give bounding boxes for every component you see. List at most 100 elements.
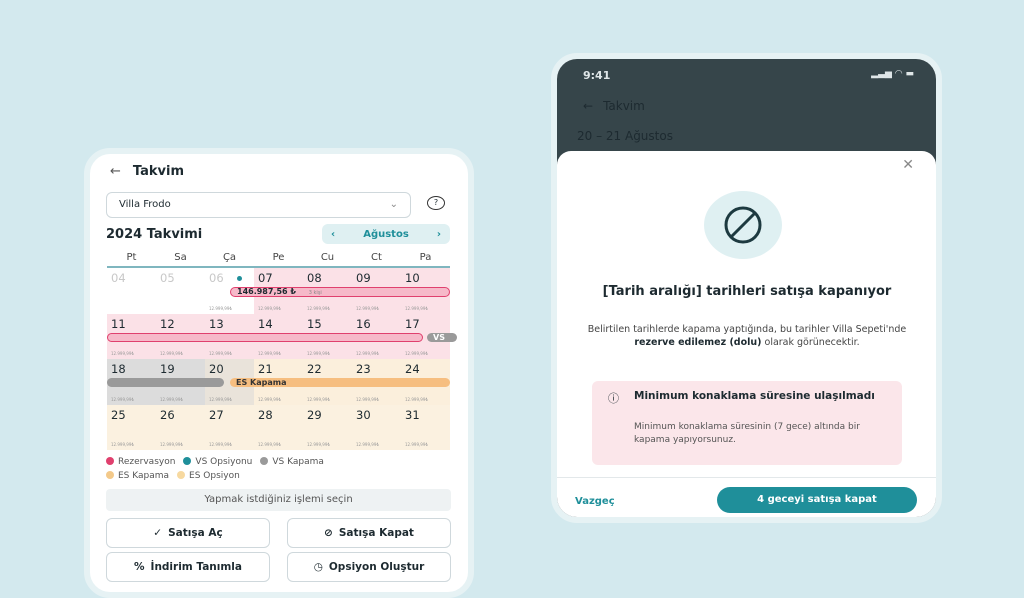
body-bold: rezerve edilemez (dolu) bbox=[634, 337, 762, 348]
page-title: Takvim bbox=[132, 164, 184, 179]
vs-kapama-bar[interactable] bbox=[107, 378, 224, 387]
day-price: 12.999,99₺ bbox=[258, 396, 281, 402]
weekday-label: Pt bbox=[126, 252, 137, 263]
calendar-day[interactable]: 31 12.999,99₺ bbox=[401, 404, 450, 450]
prev-month-icon[interactable]: ‹ bbox=[331, 228, 336, 240]
weekday-label: Pe bbox=[272, 252, 285, 263]
day-price: 12.999,99₺ bbox=[356, 305, 379, 311]
cancel-button[interactable]: Vazgeç bbox=[575, 496, 615, 507]
calendar-day[interactable]: 30 12.999,99₺ bbox=[352, 404, 401, 450]
action-label: Satışa Kapat bbox=[338, 527, 414, 539]
day-price: 12.999,99₺ bbox=[160, 396, 183, 402]
modal-body: Belirtilen tarihlerde kapama yaptığında,… bbox=[587, 323, 907, 349]
modal-phone: 9:41 ▂▃▅ ◠ ▬ ← Takvim 20 – 21 Ağustos ✕ [… bbox=[551, 53, 942, 523]
reservation-amount: 146.987,56 ₺ bbox=[237, 287, 296, 296]
es-kapama-bar[interactable]: ES Kapama bbox=[230, 378, 450, 387]
body-text: Belirtilen tarihlerde kapama yaptığında,… bbox=[587, 324, 907, 335]
day-price: 12.999,99₺ bbox=[356, 351, 379, 356]
day-number: 30 bbox=[356, 407, 371, 422]
day-number: 18 bbox=[111, 362, 126, 376]
day-price: 12.999,99₺ bbox=[209, 351, 232, 356]
warning-icon: ⓘ bbox=[608, 392, 619, 405]
day-number: 04 bbox=[111, 271, 126, 285]
day-number: 23 bbox=[356, 362, 371, 376]
day-number: 12 bbox=[160, 316, 175, 331]
day-price: 12.999,99₺ bbox=[209, 396, 232, 402]
action-prompt: Yapmak istdiğiniz işlemi seçin bbox=[106, 489, 451, 511]
calendar-day[interactable]: 26 12.999,99₺ bbox=[156, 404, 205, 450]
calendar-day[interactable]: 04 bbox=[107, 268, 156, 314]
action-button[interactable]: ⊘ Satışa Kapat bbox=[287, 518, 451, 548]
day-price: 12.999,99₺ bbox=[356, 442, 379, 447]
action-button[interactable]: ◷ Opsiyon Oluştur bbox=[287, 552, 451, 582]
reservation-bar[interactable] bbox=[107, 332, 423, 342]
legend-dot bbox=[177, 471, 186, 479]
legend-label: VS Kapama bbox=[272, 457, 324, 467]
action-button[interactable]: ✓ Satışa Aç bbox=[106, 518, 270, 548]
back-arrow-icon[interactable]: ← bbox=[110, 164, 121, 179]
weekday-label: Sa bbox=[174, 252, 187, 263]
day-number: 22 bbox=[307, 362, 322, 376]
day-price: 12.999,99₺ bbox=[209, 305, 232, 311]
page-title: Takvim bbox=[603, 99, 645, 113]
day-number: 17 bbox=[405, 316, 420, 331]
action-label: Satışa Aç bbox=[168, 527, 223, 539]
day-number: 05 bbox=[160, 271, 175, 285]
next-month-icon[interactable]: › bbox=[436, 228, 441, 240]
day-number: 31 bbox=[405, 407, 420, 422]
reservation-bar[interactable]: 146.987,56 ₺ 3 kişi bbox=[230, 287, 450, 297]
day-price: 12.999,99₺ bbox=[307, 351, 330, 356]
villa-select[interactable]: Villa Frodo ⌄ bbox=[106, 192, 411, 218]
day-number: 13 bbox=[209, 316, 224, 331]
day-number: 27 bbox=[209, 407, 224, 422]
calendar-day[interactable]: 05 bbox=[156, 268, 205, 314]
calendar-week: 18 12.999,99₺ 19 12.999,99₺ 20 12.999,99₺ 21 12… bbox=[107, 359, 450, 405]
timer-icon: ◷ bbox=[313, 561, 323, 573]
action-label: İndirim Tanımla bbox=[150, 561, 242, 573]
legend-dot bbox=[183, 457, 192, 465]
vs-kapama-bar[interactable]: VS bbox=[427, 332, 457, 342]
help-icon[interactable]: ? bbox=[427, 196, 445, 210]
legend-label: ES Opsiyon bbox=[189, 471, 240, 481]
day-number: 19 bbox=[160, 362, 175, 376]
back-arrow-icon[interactable]: ← bbox=[583, 99, 594, 113]
day-number: 26 bbox=[160, 407, 175, 422]
calendar-day[interactable]: 27 12.999,99₺ bbox=[205, 404, 254, 450]
legend-label: ES Kapama bbox=[118, 471, 170, 481]
weekday-label: Cu bbox=[320, 252, 335, 263]
weekday-label: Ct bbox=[371, 252, 382, 263]
day-number: 11 bbox=[111, 316, 126, 331]
day-price: 12.999,99₺ bbox=[307, 305, 330, 311]
year-title: 2024 Takvimi bbox=[106, 227, 203, 242]
close-icon[interactable]: ✕ bbox=[902, 157, 914, 173]
day-price: 12.999,99₺ bbox=[111, 351, 134, 356]
reservation-guests: 3 kişi bbox=[308, 290, 322, 296]
calendar-week: 04 05 06 12.999,99₺ 07 12.999,99₺ 08 12.999,99₺… bbox=[107, 268, 450, 314]
status-time: 9:41 bbox=[583, 69, 611, 82]
action-label: Opsiyon Oluştur bbox=[328, 561, 425, 573]
day-price: 12.999,99₺ bbox=[307, 396, 330, 402]
legend-item: VS Kapama bbox=[260, 456, 324, 468]
day-price: 12.999,99₺ bbox=[405, 305, 428, 311]
warning-box: ⓘ Minimum konaklama süresine ulaşılmadı … bbox=[592, 381, 902, 465]
day-number: 24 bbox=[405, 362, 420, 376]
calendar-day[interactable]: 25 12.999,99₺ bbox=[107, 404, 156, 450]
legend: Rezervasyon VS Opsiyonu VS Kapama ES Kapama… bbox=[106, 456, 451, 482]
confirm-close-button[interactable]: 4 geceyi satışa kapat bbox=[717, 487, 917, 513]
calendar-week: 11 12.999,99₺ 12 12.999,99₺ 13 12.999,99₺ 14 12… bbox=[107, 313, 457, 359]
calendar-day[interactable]: 29 12.999,99₺ bbox=[303, 404, 352, 450]
calendar-phone: ← Takvim Villa Frodo ⌄ ? 2024 Takvimi ‹ Ağ… bbox=[84, 148, 474, 598]
day-number: 28 bbox=[258, 407, 273, 422]
chevron-down-icon: ⌄ bbox=[389, 199, 398, 210]
day-number: 06 bbox=[209, 271, 224, 285]
calendar-day[interactable]: 28 12.999,99₺ bbox=[254, 404, 303, 450]
vs-option-dot bbox=[237, 276, 242, 281]
ban-icon: ⊘ bbox=[324, 527, 333, 539]
day-number: 15 bbox=[307, 316, 322, 331]
day-price: 12.999,99₺ bbox=[209, 442, 232, 447]
legend-label: VS Opsiyonu bbox=[195, 457, 253, 467]
day-number: 08 bbox=[307, 271, 322, 285]
status-icons: ▂▃▅ ◠ ▬ bbox=[871, 69, 914, 79]
action-button[interactable]: % İndirim Tanımla bbox=[106, 552, 270, 582]
day-price: 12.999,99₺ bbox=[405, 442, 428, 447]
